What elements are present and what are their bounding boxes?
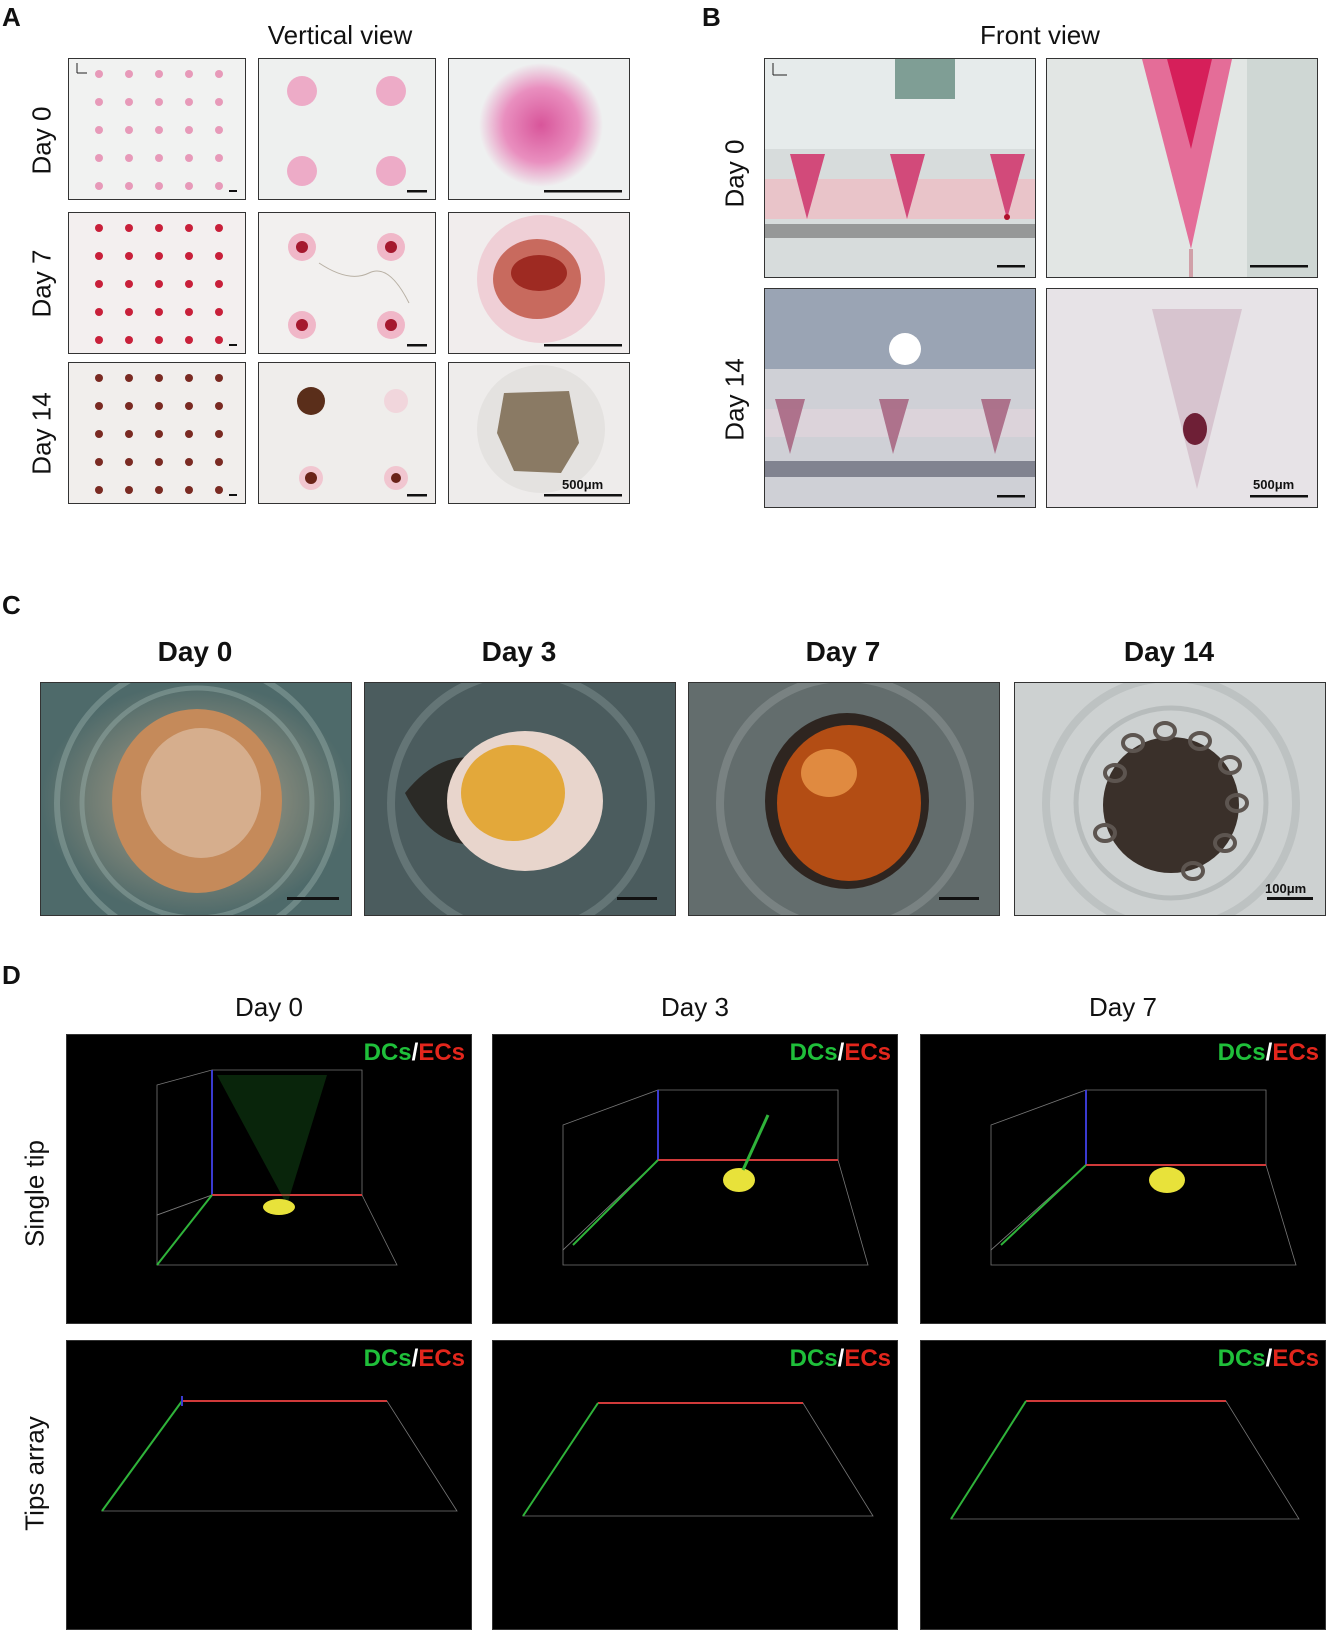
legend-sep: / xyxy=(411,1345,419,1372)
legend-ecs: ECs xyxy=(1272,1039,1319,1066)
panel-b-d14-overview xyxy=(764,288,1036,508)
legend-ecs: ECs xyxy=(844,1345,891,1372)
panel-letter-b: B xyxy=(702,2,721,32)
panel-b-d14-zoom: 500μm xyxy=(1046,288,1318,508)
panel-d-col-title-2: Day 7 xyxy=(1089,992,1157,1022)
panel-c-scale-label: 100μm xyxy=(1265,881,1307,896)
legend-sep: / xyxy=(837,1039,845,1066)
panel-a-d14-zoom: 500μm xyxy=(448,362,630,504)
panel-b-title: Front view xyxy=(980,20,1100,50)
panel-c-col-title-1: Day 3 xyxy=(481,636,557,667)
panel-c-col-title-2: Day 7 xyxy=(805,636,881,667)
panel-d-col-title-1: Day 3 xyxy=(661,992,729,1022)
panel-a-scale-label: 500μm xyxy=(562,477,604,492)
dot-grid xyxy=(76,63,237,192)
panel-a-row-label-0: Day 0 xyxy=(26,106,57,175)
panel-letter-c: C xyxy=(2,590,21,620)
panel-a-d14-mid xyxy=(258,362,436,504)
panel-b-row-label-1: Day 14 xyxy=(719,358,750,441)
legend-sep: / xyxy=(837,1345,845,1372)
panel-d-legend-0: DCs/ECs xyxy=(364,1039,465,1067)
panel-c-img-day0 xyxy=(40,682,352,916)
panel-d-legend-1: DCs/ECs xyxy=(790,1039,891,1067)
panel-c-col-title-3: Day 14 xyxy=(1123,636,1215,667)
panel-d-single-day7: DCs/ECs xyxy=(920,1034,1326,1324)
legend-dcs: DCs xyxy=(1217,1039,1266,1066)
panel-d-col-title-0: Day 0 xyxy=(235,992,303,1022)
panel-c-img-day7 xyxy=(688,682,1000,916)
legend-ecs: ECs xyxy=(844,1039,891,1066)
panel-d-single-day0: DCs/ECs xyxy=(66,1034,472,1324)
panel-d-single-day3: DCs/ECs xyxy=(492,1034,898,1324)
panel-b-d0-zoom xyxy=(1046,58,1318,278)
panel-b-row-label-0: Day 0 xyxy=(719,139,750,208)
panel-c-img-day14: 100μm xyxy=(1014,682,1326,916)
panel-letter-d: D xyxy=(2,960,21,990)
panel-a-d7-overview xyxy=(68,212,246,354)
panel-a-title: Vertical view xyxy=(267,20,413,50)
legend-ecs: ECs xyxy=(418,1039,465,1066)
panel-a-d7-mid xyxy=(258,212,436,354)
legend-dcs: DCs xyxy=(1217,1345,1266,1372)
legend-sep: / xyxy=(1265,1039,1273,1066)
panel-c-col-title-0: Day 0 xyxy=(157,636,233,667)
panel-d-array-day7: DCs/ECs xyxy=(920,1340,1326,1630)
panel-a-d0-overview xyxy=(68,58,246,200)
panel-d-legend-2: DCs/ECs xyxy=(1218,1039,1319,1067)
panel-d-array-day0: DCs/ECs xyxy=(66,1340,472,1630)
panel-a-row-label-1: Day 7 xyxy=(26,249,57,318)
panel-b-d0-overview xyxy=(764,58,1036,278)
panel-a-d0-mid xyxy=(258,58,436,200)
panel-a-d0-zoom xyxy=(448,58,630,200)
panel-a-row-label-2: Day 14 xyxy=(26,392,57,475)
legend-ecs: ECs xyxy=(418,1345,465,1372)
legend-dcs: DCs xyxy=(789,1345,838,1372)
panel-d-legend-3: DCs/ECs xyxy=(364,1345,465,1373)
legend-dcs: DCs xyxy=(363,1345,412,1372)
panel-a-d7-zoom xyxy=(448,212,630,354)
legend-dcs: DCs xyxy=(363,1039,412,1066)
panel-d-legend-4: DCs/ECs xyxy=(790,1345,891,1373)
panel-d-row-label-0: Single tip xyxy=(19,1140,50,1247)
legend-sep: / xyxy=(411,1039,419,1066)
panel-d-legend-5: DCs/ECs xyxy=(1218,1345,1319,1373)
legend-dcs: DCs xyxy=(789,1039,838,1066)
panel-d-array-day3: DCs/ECs xyxy=(492,1340,898,1630)
legend-ecs: ECs xyxy=(1272,1345,1319,1372)
panel-d-row-label-1: Tips array xyxy=(19,1416,50,1531)
panel-b-scale-label: 500μm xyxy=(1253,477,1295,492)
panel-c-img-day3 xyxy=(364,682,676,916)
panel-a-d14-overview xyxy=(68,362,246,504)
legend-sep: / xyxy=(1265,1345,1273,1372)
panel-letter-a: A xyxy=(2,2,21,32)
